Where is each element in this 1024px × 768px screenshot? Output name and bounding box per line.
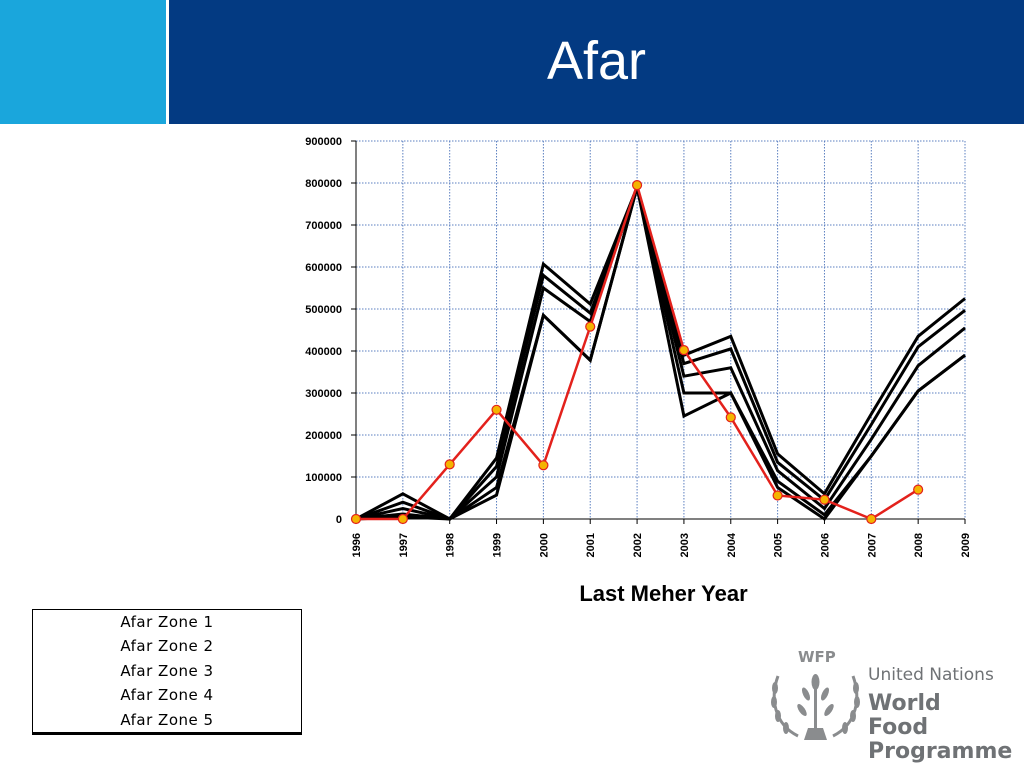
x-tick-label: 1998 [445, 533, 457, 557]
slide-title: Afar [546, 31, 647, 91]
legend-item-zone-1: Afar Zone 1 [120, 613, 214, 631]
x-tick-label: 2005 [773, 533, 785, 557]
x-tick-label: 1996 [351, 533, 363, 557]
x-tick-label: 1997 [398, 533, 410, 557]
data-point [772, 490, 783, 501]
data-point [397, 513, 408, 525]
y-tick-label: 200000 [305, 430, 342, 442]
data-point [819, 494, 830, 505]
data-point [585, 321, 596, 332]
y-tick-label: 900000 [305, 136, 342, 148]
header-accent-block [0, 0, 166, 124]
logo-name-line-2: Programme [868, 739, 1013, 764]
y-tick-label: 800000 [305, 178, 342, 190]
data-point [631, 180, 643, 191]
x-tick-label: 2003 [679, 533, 691, 557]
x-tick-label: 2000 [538, 533, 550, 557]
data-point [491, 404, 502, 415]
data-point [444, 459, 455, 470]
logo-name-line-1: World Food [868, 691, 941, 740]
y-tick-label: 600000 [305, 262, 342, 274]
x-tick-label: 2008 [913, 533, 925, 557]
wfp-emblem-icon [771, 674, 860, 740]
y-tick-label: 100000 [305, 472, 342, 484]
logo-program-name: World Food Programme [868, 691, 1013, 764]
series-line-5 [355, 186, 966, 522]
data-point [913, 484, 924, 495]
x-tick-label: 2004 [726, 532, 738, 557]
legend-item-zone-3: Afar Zone 3 [120, 661, 214, 680]
x-axis-title: Last Meher Year [579, 581, 748, 606]
legend-item-zone-4: Afar Zone 4 [120, 686, 214, 705]
x-tick-label: 2002 [632, 533, 644, 557]
slide-header: Afar [0, 0, 1024, 124]
legend-item-zone-5: Afar Zone 5 [120, 710, 214, 729]
logo-org-name: United Nations [868, 665, 994, 685]
y-tick-label: 400000 [305, 346, 342, 358]
y-tick-label: 500000 [305, 304, 342, 316]
data-point [350, 513, 362, 525]
data-point [725, 412, 736, 423]
data-point [866, 513, 877, 525]
wfp-logo: WFP United Nations World Food Programme [768, 646, 1012, 764]
x-tick-label: 2006 [819, 533, 831, 557]
y-tick-label: 0 [336, 514, 342, 526]
y-tick-label: 700000 [305, 220, 342, 232]
logo-abbreviation: WFP [798, 648, 836, 666]
legend-item-zone-2: Afar Zone 2 [120, 637, 214, 656]
header-divider [166, 0, 169, 124]
x-tick-label: 2001 [585, 533, 597, 557]
chart-legend: Afar Zone 1 Afar Zone 2 Afar Zone 3 Afar… [32, 609, 302, 735]
data-point [538, 460, 549, 471]
x-tick-label: 1999 [492, 533, 504, 557]
x-tick-label: 2007 [866, 533, 878, 557]
y-tick-label: 300000 [305, 388, 342, 400]
data-point [678, 345, 690, 356]
x-tick-label: 2009 [960, 533, 972, 557]
